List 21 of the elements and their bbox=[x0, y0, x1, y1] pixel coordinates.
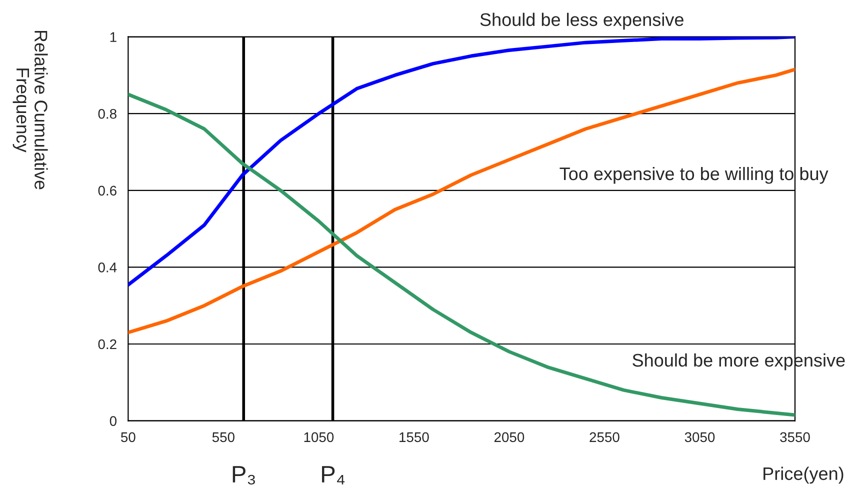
x-tick-label: 2550 bbox=[590, 432, 620, 442]
x-tick-label: 2050 bbox=[494, 432, 524, 442]
x-tick-label: 1050 bbox=[304, 432, 334, 442]
ref-line-label: P₄ bbox=[322, 466, 345, 484]
y-tick-label: 0.2 bbox=[98, 339, 116, 350]
series-label: Too expensive to be willing to buy bbox=[560, 166, 828, 184]
y-axis-title: Relative Cumulative Frequency bbox=[12, 30, 48, 190]
x-tick-label: 3050 bbox=[684, 432, 715, 442]
y-tick-label: 0.4 bbox=[98, 262, 117, 272]
ref-line-label: P₃ bbox=[232, 466, 255, 484]
series-label: Should be less expensive bbox=[480, 12, 684, 30]
x-axis-title: Price(yen) bbox=[764, 466, 844, 484]
y-tick-label: 0.8 bbox=[98, 108, 116, 119]
x-tick-label: 50 bbox=[121, 432, 136, 442]
x-tick-label: 3550 bbox=[780, 432, 810, 442]
x-tick-label: 550 bbox=[212, 432, 234, 442]
x-tick-label: 1550 bbox=[400, 432, 429, 442]
y-tick-label: 0 bbox=[110, 416, 117, 426]
y-tick-label: 1 bbox=[110, 32, 116, 42]
line-series bbox=[128, 68, 795, 334]
y-tick-label: 0.6 bbox=[98, 186, 116, 196]
